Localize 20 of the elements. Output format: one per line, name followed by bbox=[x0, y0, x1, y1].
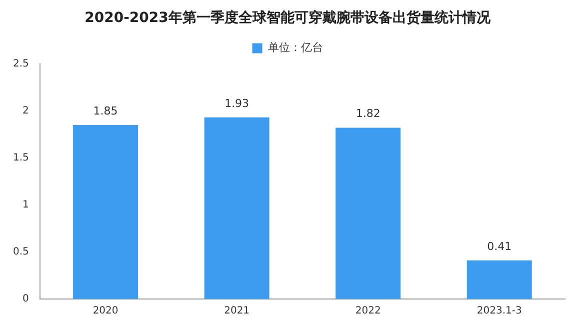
data-label: 1.85 bbox=[93, 104, 118, 118]
bar bbox=[204, 117, 270, 299]
y-tick-label: 1.5 bbox=[12, 152, 29, 164]
y-tick-label: 2.5 bbox=[12, 58, 29, 70]
legend-label: 单位：亿台 bbox=[268, 41, 323, 54]
x-tick-label: 2023.1-3 bbox=[476, 306, 522, 317]
y-tick-label: 2 bbox=[22, 105, 29, 116]
data-label: 1.82 bbox=[356, 107, 380, 120]
bar bbox=[73, 124, 138, 299]
bar bbox=[336, 128, 401, 299]
y-tick-label: 0 bbox=[22, 294, 29, 305]
x-tick-label: 2020 bbox=[92, 306, 118, 317]
bar bbox=[466, 260, 532, 299]
x-tick-label: 2021 bbox=[224, 306, 250, 317]
data-label: 0.41 bbox=[487, 240, 512, 253]
data-label: 1.93 bbox=[224, 96, 250, 110]
x-tick-label: 2022 bbox=[355, 306, 381, 317]
y-tick-label: 1 bbox=[22, 200, 29, 211]
y-tick-label: 0.5 bbox=[12, 246, 29, 258]
chart-title: 2020-2023年第一季度全球智能可穿戴腕带设备出货量统计情况 bbox=[84, 9, 492, 26]
